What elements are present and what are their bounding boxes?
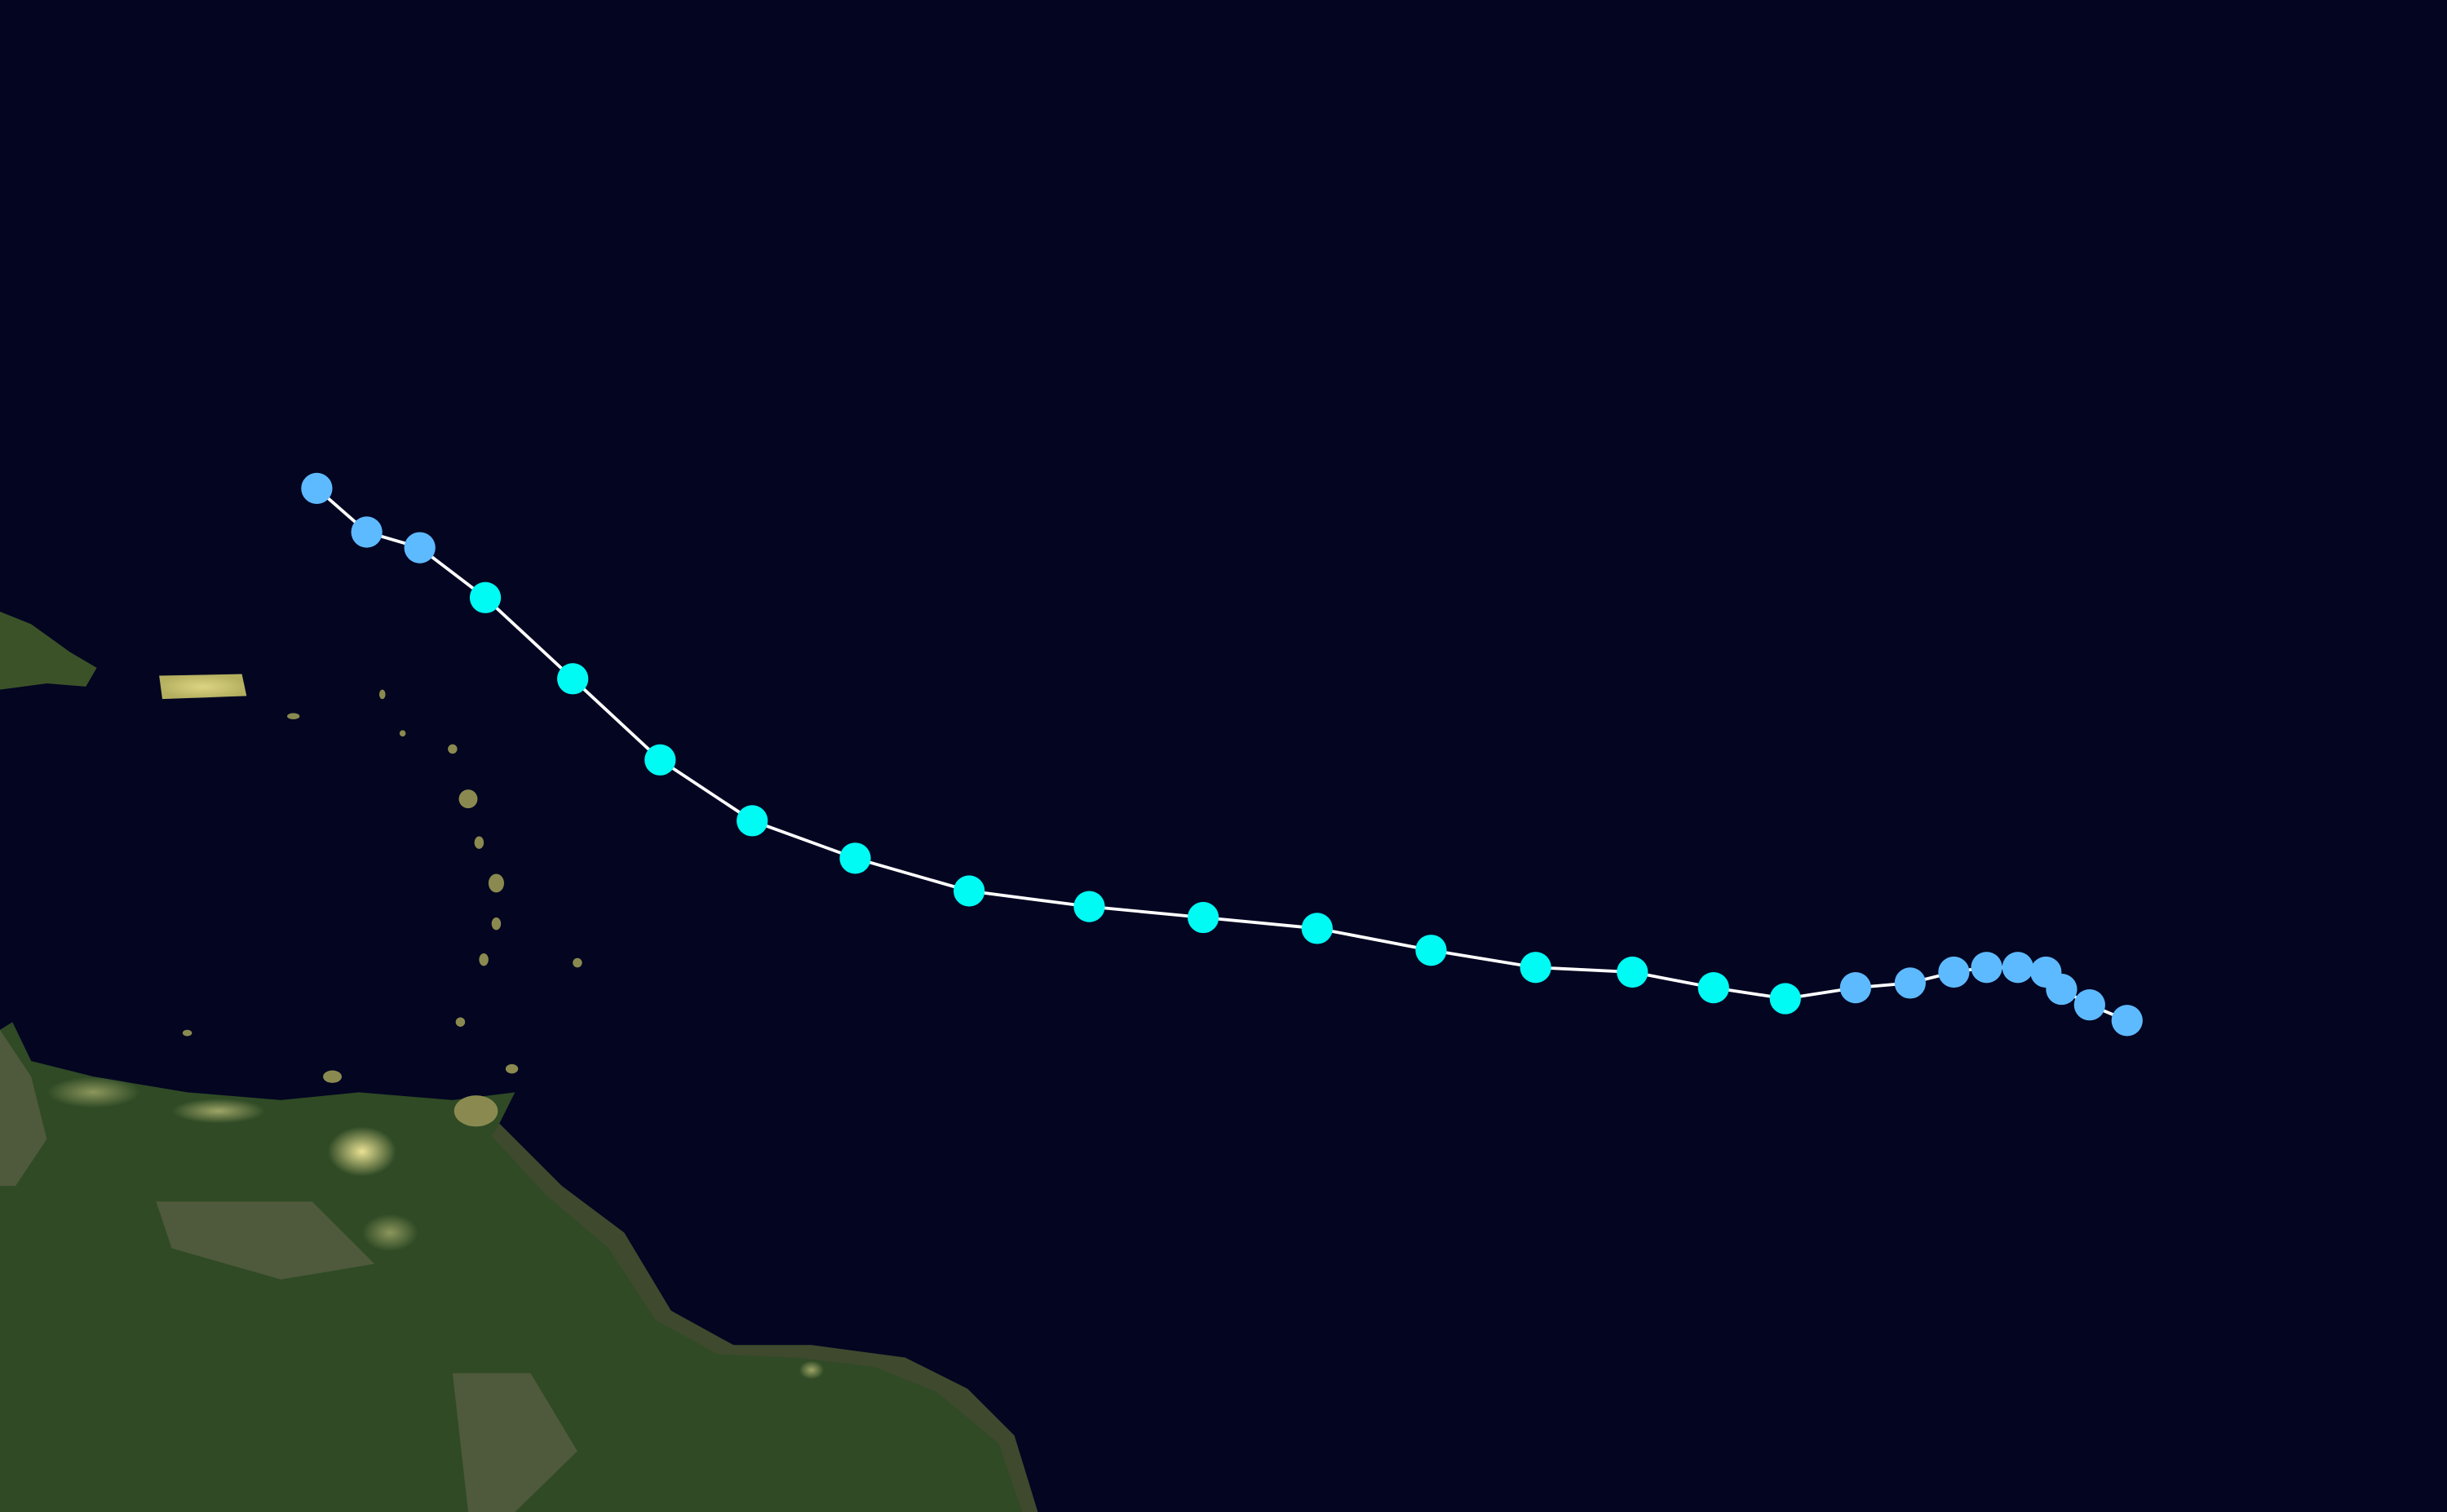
track-point-tropical-depression — [301, 472, 333, 504]
track-point-tropical-storm — [839, 842, 871, 874]
track-point-tropical-storm — [1073, 891, 1105, 922]
track-point-tropical-storm — [954, 875, 985, 907]
track-point-tropical-storm — [469, 581, 502, 613]
track-point-tropical-depression — [1894, 967, 1926, 999]
track-point-tropical-storm — [1520, 952, 1551, 984]
track-point-tropical-depression — [404, 532, 436, 564]
track-point-tropical-depression — [1971, 952, 2002, 984]
hispaniola — [0, 612, 97, 690]
track-point-tropical-storm — [557, 663, 589, 695]
track-point-tropical-storm — [644, 744, 676, 776]
track-point-tropical-storm — [737, 805, 768, 837]
track-point-tropical-storm — [1617, 956, 1648, 988]
track-point-tropical-depression — [2002, 952, 2033, 984]
andes-dry-region — [0, 1029, 577, 1512]
track-point-tropical-depression — [1839, 971, 1872, 1004]
track-point-tropical-storm — [1415, 935, 1447, 966]
city-lights — [46, 674, 825, 1380]
track-point-tropical-depression — [2073, 989, 2105, 1021]
land — [0, 612, 1038, 1512]
track-point-tropical-depression — [1938, 956, 1970, 988]
track-point-tropical-depression — [2111, 1005, 2143, 1037]
track-point-tropical-depression — [351, 516, 383, 548]
south-america-landmass — [0, 1022, 1038, 1512]
track-point-tropical-storm — [1301, 913, 1333, 944]
track-point-tropical-storm — [1697, 971, 1729, 1004]
lesser-antilles — [182, 689, 582, 1127]
track-point-tropical-depression — [2046, 973, 2078, 1006]
storm-track-points — [301, 472, 2143, 1037]
storm-track-line — [316, 487, 2128, 1023]
track-point-tropical-storm — [1187, 901, 1219, 934]
track-point-tropical-storm — [1769, 983, 1801, 1015]
